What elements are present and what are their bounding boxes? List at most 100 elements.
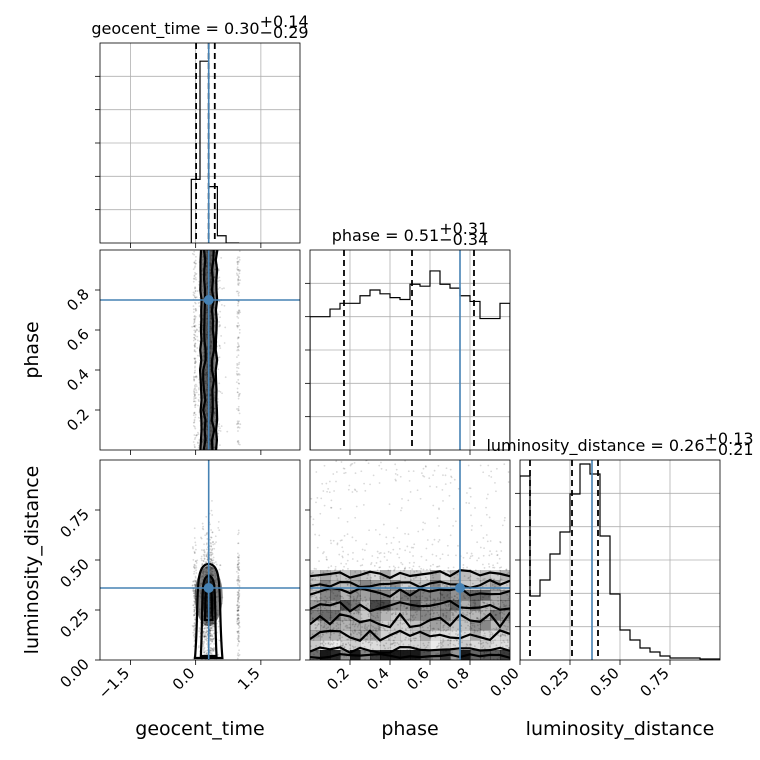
sample-point: [236, 315, 239, 318]
sample-point: [362, 504, 365, 506]
sample-point: [209, 628, 211, 631]
sample-point: [218, 300, 221, 303]
sample-point: [376, 612, 379, 615]
sample-point: [321, 642, 324, 645]
sample-point: [212, 556, 215, 559]
sample-point: [439, 641, 442, 644]
sample-point: [194, 403, 197, 406]
sample-point: [194, 541, 197, 544]
sample-point: [322, 634, 324, 636]
sample-point: [473, 629, 476, 631]
sample-point: [338, 637, 341, 640]
sample-point: [237, 591, 240, 594]
sample-point: [382, 523, 385, 526]
sample-point: [360, 630, 363, 633]
sample-point: [486, 602, 489, 605]
sample-point: [392, 596, 395, 599]
sample-point: [431, 608, 434, 611]
sample-point: [437, 540, 440, 543]
sample-point: [419, 571, 422, 573]
sample-point: [346, 594, 349, 597]
sample-point: [210, 646, 212, 649]
sample-point: [194, 330, 197, 333]
sample-point: [355, 612, 358, 614]
sample-point: [317, 623, 320, 626]
diag-panel-geocent_time: geocent_time = 0.30 +0.14−0.29: [91, 12, 309, 244]
sample-point: [212, 637, 215, 640]
sample-point: [238, 361, 241, 364]
sample-point: [212, 638, 215, 641]
sample-point: [341, 620, 344, 623]
sample-point: [237, 574, 240, 577]
density-cell: [380, 640, 391, 651]
density-cell: [490, 580, 501, 591]
sample-point: [194, 544, 197, 547]
sample-point: [361, 564, 364, 566]
sample-point: [356, 625, 359, 628]
sample-point: [211, 648, 214, 650]
sample-point: [353, 629, 356, 632]
density-cell: [470, 580, 481, 591]
sample-point: [376, 550, 379, 553]
sample-point: [237, 363, 240, 366]
sample-point: [209, 642, 212, 645]
sample-point: [212, 649, 215, 652]
sample-point: [218, 269, 221, 272]
sample-point: [343, 646, 346, 648]
sample-point: [237, 405, 240, 408]
sample-point: [444, 585, 446, 587]
sample-point: [349, 595, 352, 598]
sample-point: [388, 565, 391, 568]
sample-point: [394, 463, 397, 466]
sample-point: [505, 604, 508, 607]
sample-point: [211, 637, 214, 640]
title-text: phase = 0.51: [332, 226, 439, 245]
sample-point: [195, 566, 198, 569]
sample-point: [363, 651, 366, 653]
sample-point: [236, 269, 239, 271]
sample-point: [362, 558, 364, 561]
sample-point: [503, 641, 506, 644]
sample-point: [211, 635, 214, 637]
sample-point: [424, 576, 427, 579]
sample-point: [219, 564, 221, 567]
sample-point: [237, 576, 239, 579]
sample-point: [235, 604, 238, 607]
sample-point: [325, 556, 328, 558]
sample-point: [356, 592, 359, 595]
sample-point: [355, 598, 358, 601]
sample-point: [334, 605, 337, 608]
sample-point: [194, 400, 197, 403]
sample-point: [194, 338, 197, 340]
density-cell: [330, 570, 341, 581]
sample-point: [203, 651, 206, 653]
sample-point: [236, 593, 239, 596]
sample-point: [421, 626, 424, 629]
sample-point: [398, 541, 401, 543]
sample-point: [504, 600, 507, 602]
sample-point: [350, 614, 353, 617]
title-minus: −0.29: [260, 23, 309, 42]
sample-point: [389, 551, 392, 554]
sample-point: [210, 509, 213, 512]
sample-point: [198, 645, 200, 647]
sample-point: [312, 617, 315, 620]
sample-point: [193, 563, 196, 566]
sample-point: [342, 597, 345, 600]
sample-point: [195, 548, 197, 551]
sample-point: [374, 574, 377, 577]
sample-point: [210, 634, 213, 637]
sample-point: [468, 487, 471, 490]
sample-point: [193, 628, 196, 631]
sample-point: [478, 578, 480, 580]
sample-point: [341, 555, 344, 558]
sample-point: [325, 558, 328, 561]
density-cell: [420, 570, 431, 581]
sample-point: [193, 566, 196, 569]
sample-point: [498, 566, 501, 569]
sample-point: [326, 569, 329, 572]
sample-point: [237, 373, 239, 376]
sample-point: [193, 609, 196, 612]
sample-point: [469, 555, 472, 558]
sample-point: [382, 644, 385, 647]
